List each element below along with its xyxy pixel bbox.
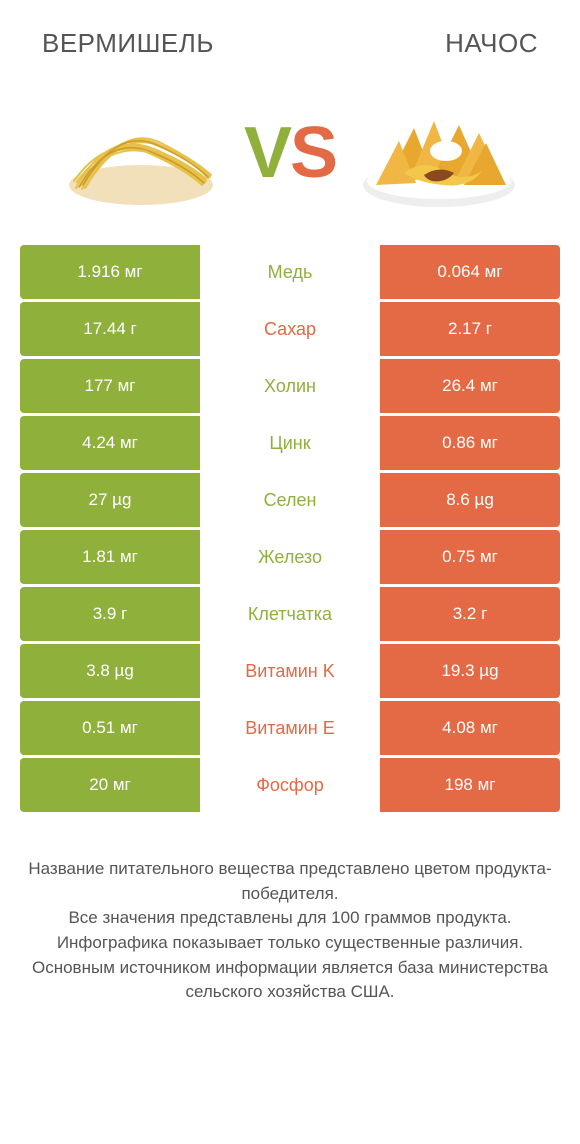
value-right: 0.75 мг — [380, 530, 560, 584]
nutrient-label: Витамин E — [200, 701, 380, 755]
value-left: 3.8 µg — [20, 644, 200, 698]
vs-v: V — [244, 113, 290, 193]
table-row: 3.9 гКлетчатка3.2 г — [20, 587, 560, 641]
comparison-table: 1.916 мгМедь0.064 мг17.44 гСахар2.17 г17… — [0, 245, 580, 812]
nutrient-label: Селен — [200, 473, 380, 527]
table-row: 0.51 мгВитамин E4.08 мг — [20, 701, 560, 755]
table-row: 4.24 мгЦинк0.86 мг — [20, 416, 560, 470]
value-right: 0.86 мг — [380, 416, 560, 470]
nutrient-label: Цинк — [200, 416, 380, 470]
footer-line: Все значения представлены для 100 граммо… — [26, 906, 554, 931]
nutrient-label: Железо — [200, 530, 380, 584]
value-right: 198 мг — [380, 758, 560, 812]
value-right: 4.08 мг — [380, 701, 560, 755]
table-row: 27 µgСелен8.6 µg — [20, 473, 560, 527]
value-left: 4.24 мг — [20, 416, 200, 470]
vermicelli-image — [56, 93, 226, 213]
value-right: 3.2 г — [380, 587, 560, 641]
nutrient-label: Сахар — [200, 302, 380, 356]
nutrient-label: Медь — [200, 245, 380, 299]
nutrient-label: Холин — [200, 359, 380, 413]
title-left: ВЕРМИШЕЛЬ — [42, 28, 214, 59]
value-left: 1.916 мг — [20, 245, 200, 299]
value-left: 177 мг — [20, 359, 200, 413]
hero-row: VS — [0, 67, 580, 245]
table-row: 1.81 мгЖелезо0.75 мг — [20, 530, 560, 584]
nutrient-label: Клетчатка — [200, 587, 380, 641]
value-right: 0.064 мг — [380, 245, 560, 299]
table-row: 1.916 мгМедь0.064 мг — [20, 245, 560, 299]
value-left: 1.81 мг — [20, 530, 200, 584]
value-right: 26.4 мг — [380, 359, 560, 413]
nachos-image — [354, 93, 524, 213]
titles-row: ВЕРМИШЕЛЬ НАЧОС — [0, 0, 580, 67]
table-row: 17.44 гСахар2.17 г — [20, 302, 560, 356]
footer-line: Основным источником информации является … — [26, 956, 554, 1005]
value-right: 8.6 µg — [380, 473, 560, 527]
title-right: НАЧОС — [445, 28, 538, 59]
footer-line: Инфографика показывает только существенн… — [26, 931, 554, 956]
value-left: 0.51 мг — [20, 701, 200, 755]
vs-s: S — [290, 113, 336, 193]
value-left: 3.9 г — [20, 587, 200, 641]
value-right: 19.3 µg — [380, 644, 560, 698]
table-row: 20 мгФосфор198 мг — [20, 758, 560, 812]
table-row: 177 мгХолин26.4 мг — [20, 359, 560, 413]
nutrient-label: Витамин K — [200, 644, 380, 698]
value-left: 27 µg — [20, 473, 200, 527]
vs-label: VS — [244, 112, 336, 194]
table-row: 3.8 µgВитамин K19.3 µg — [20, 644, 560, 698]
value-left: 17.44 г — [20, 302, 200, 356]
value-left: 20 мг — [20, 758, 200, 812]
footer-note: Название питательного вещества представл… — [0, 815, 580, 1025]
nutrient-label: Фосфор — [200, 758, 380, 812]
value-right: 2.17 г — [380, 302, 560, 356]
footer-line: Название питательного вещества представл… — [26, 857, 554, 906]
